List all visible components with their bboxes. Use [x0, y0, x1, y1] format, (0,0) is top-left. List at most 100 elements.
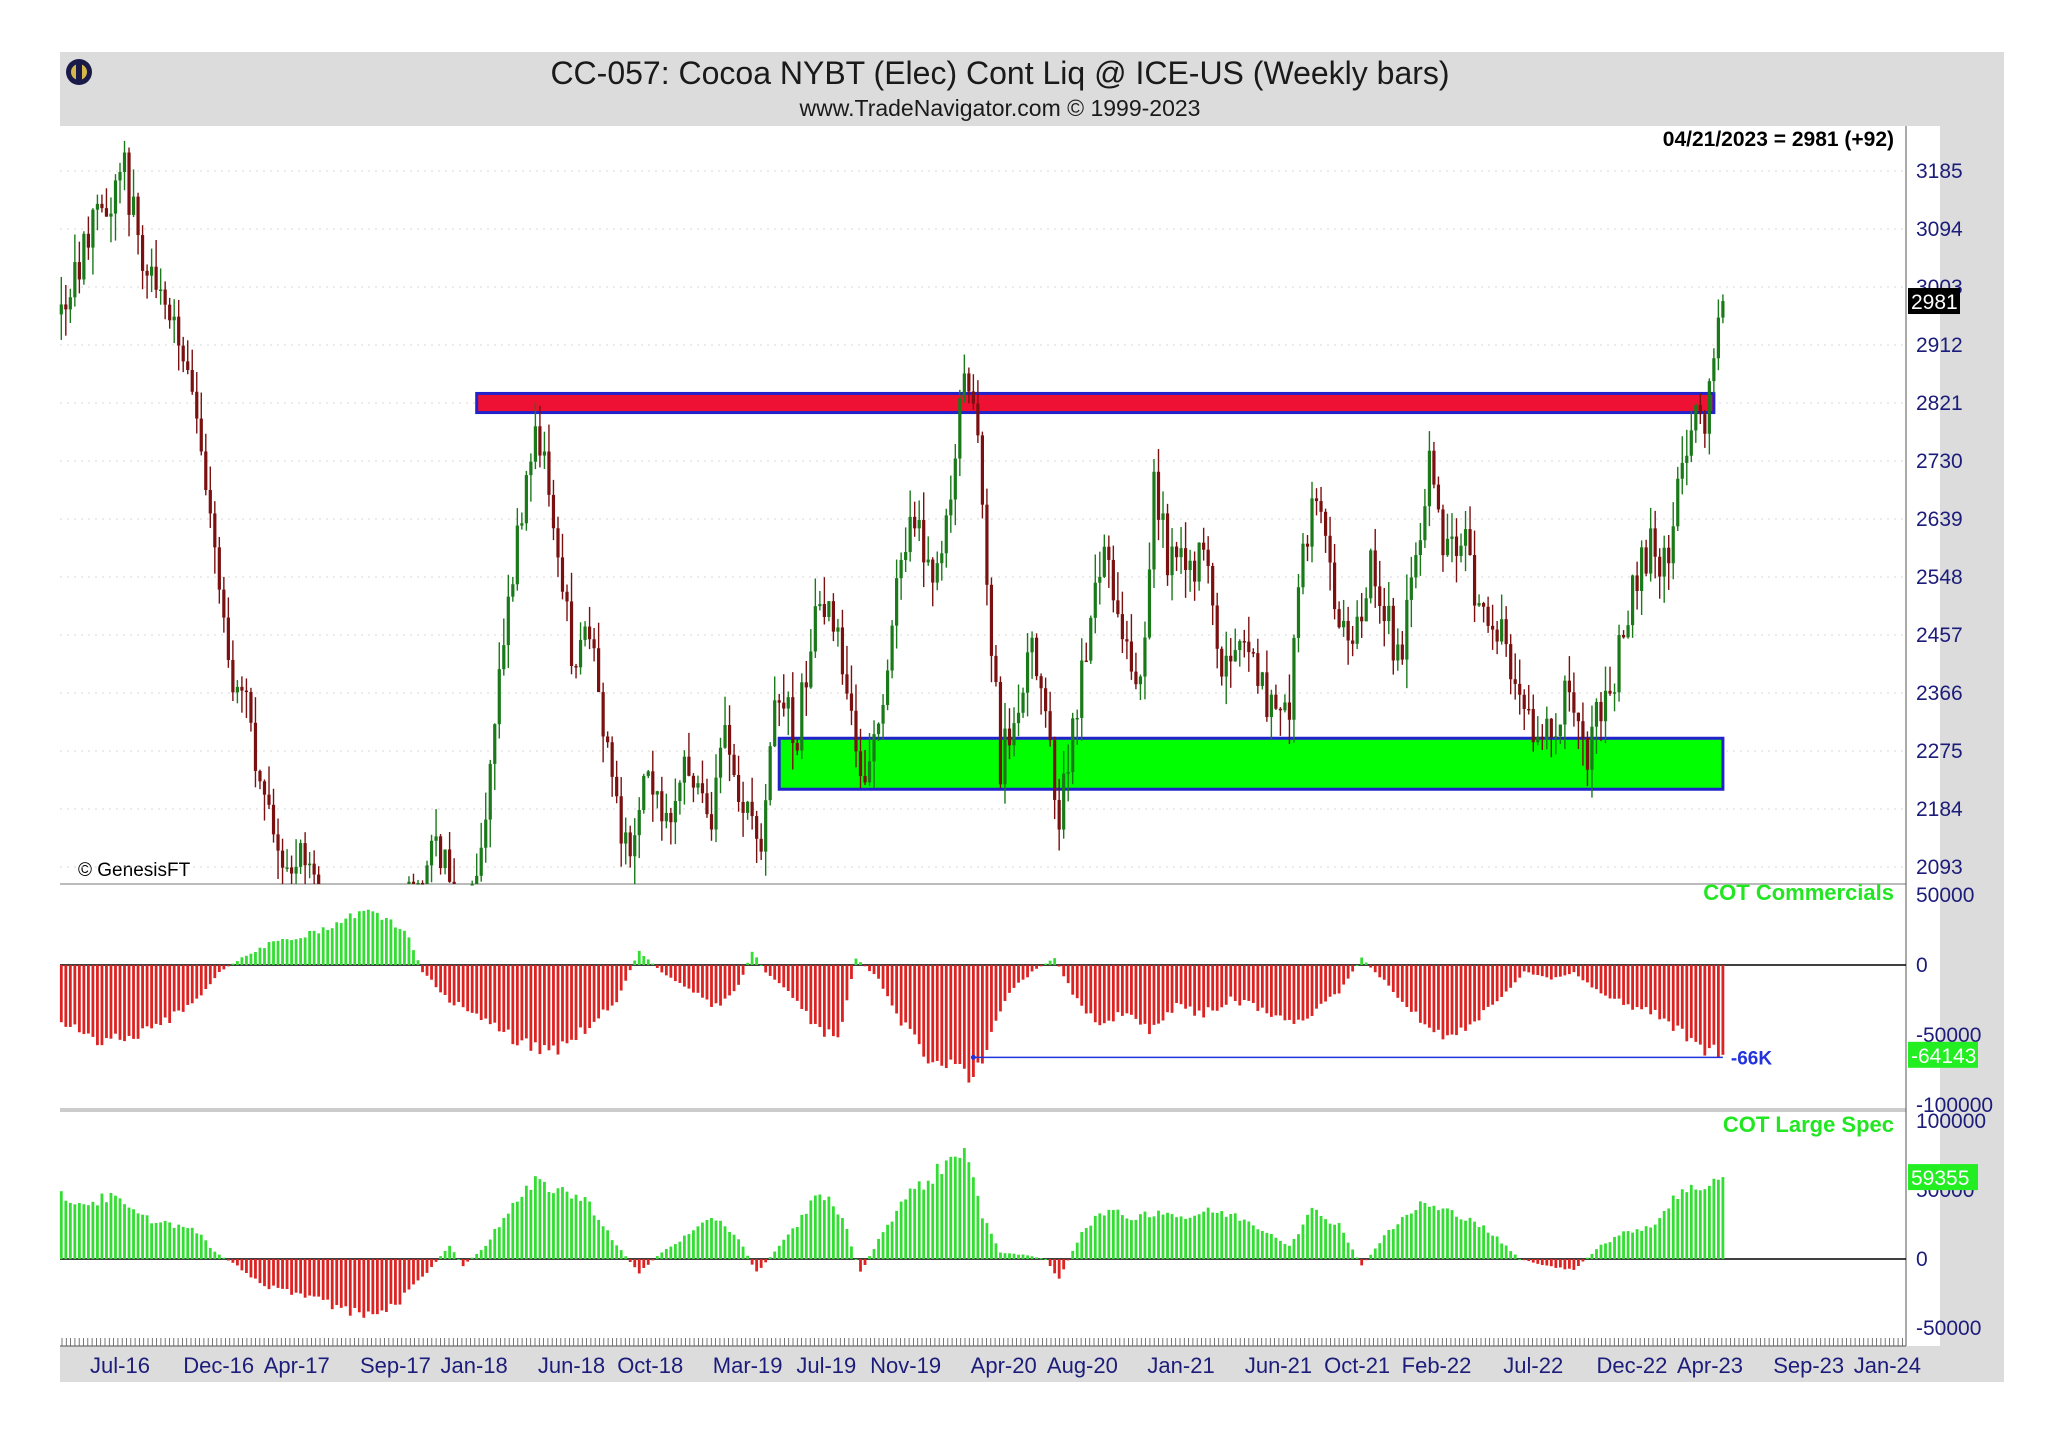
commercials-bar [1567, 965, 1571, 975]
price-bar-body [443, 849, 447, 869]
large-spec-bar [1026, 1255, 1029, 1259]
price-bar-body [533, 426, 537, 462]
commercials-bar [1572, 965, 1576, 973]
large-spec-bar [795, 1226, 799, 1259]
large-spec-bar [931, 1183, 935, 1259]
price-bar-body [709, 814, 714, 830]
commercials-bar [1328, 965, 1332, 997]
commercials-bar [1139, 965, 1142, 1025]
commercials-bar [303, 937, 307, 965]
price-bar-body [642, 775, 646, 810]
commercials-bar [953, 965, 957, 1065]
commercials-bar [1531, 965, 1535, 975]
price-bar-body [867, 761, 872, 783]
price-bar-body [989, 584, 994, 656]
large-spec-bar [1071, 1250, 1075, 1259]
price-bar-body [578, 639, 583, 668]
large-spec-bar [841, 1217, 844, 1259]
commercials-bar [624, 965, 628, 981]
large-spec-bar [1193, 1215, 1197, 1259]
last-price-marker: 2981 [1908, 288, 1960, 315]
large-spec-bar [759, 1259, 763, 1268]
large-spec-bar [1116, 1209, 1120, 1259]
large-spec-bar [1035, 1257, 1038, 1259]
commercials-bar [1279, 965, 1282, 1016]
price-bar-body [926, 559, 930, 563]
price-bar-body [1612, 692, 1617, 694]
price-bar-body [1441, 509, 1445, 556]
commercials-bar [312, 930, 316, 965]
commercials-bar [1292, 965, 1296, 1024]
price-bar-body [104, 208, 109, 217]
price-bar-body [822, 604, 826, 617]
commercials-bar [1017, 965, 1020, 983]
chart-subtitle: www.TradeNavigator.com © 1999-2023 [799, 95, 1201, 121]
large-spec-bar [574, 1194, 578, 1259]
commercials-bar [1459, 965, 1463, 1028]
price-bar-body [899, 559, 903, 579]
price-bar-body [1305, 543, 1310, 547]
large-spec-bar [217, 1254, 221, 1259]
commercials-bar [1066, 965, 1070, 984]
commercials-bar [172, 965, 176, 1012]
price-bar-body [1066, 772, 1070, 774]
price-tick-label: 2639 [1916, 508, 1963, 531]
large-spec-bar [1459, 1219, 1463, 1259]
large-spec-bar [86, 1205, 90, 1259]
commercials-bar [610, 965, 614, 1006]
commercials-bar [217, 965, 221, 973]
large-spec-bar [1604, 1243, 1607, 1259]
commercials-bar [245, 955, 248, 965]
x-tick-label: Apr-20 [971, 1353, 1037, 1378]
large-spec-bar [1418, 1201, 1422, 1259]
price-bar-body [1472, 555, 1477, 606]
price-bar-body [1251, 652, 1255, 654]
large-spec-bar [303, 1259, 307, 1298]
price-bar-body [791, 697, 795, 744]
commercials-bar [1084, 965, 1088, 1014]
commercials-bar [606, 965, 610, 1011]
large-spec-bar [1531, 1259, 1535, 1263]
commercials-bar [1477, 965, 1481, 1021]
price-tick-label: 2457 [1916, 624, 1963, 647]
price-bar-body [1468, 529, 1472, 556]
commercials-bar [1242, 965, 1246, 1000]
large-spec-bar [1211, 1212, 1215, 1259]
large-spec-value-label: 59355 [1911, 1167, 1969, 1190]
commercials-bar [1680, 965, 1684, 1029]
large-spec-bar [732, 1234, 736, 1259]
large-spec-bar [1477, 1227, 1481, 1259]
large-spec-bar [669, 1246, 673, 1259]
commercials-bar [145, 965, 149, 1027]
price-bar-body [818, 604, 822, 607]
price-bar-body [407, 881, 411, 884]
price-bar-body [1278, 708, 1283, 711]
large-spec-bar [1599, 1244, 1603, 1259]
large-spec-bar [1549, 1259, 1553, 1267]
large-spec-bar [344, 1259, 348, 1307]
large-spec-bar [782, 1239, 786, 1259]
commercials-bar [651, 963, 655, 965]
price-bar-body [985, 504, 989, 585]
reference-line-label: -66K [1731, 1048, 1772, 1069]
price-bar-body [86, 233, 90, 248]
large-spec-bar [1369, 1254, 1373, 1259]
commercials-bar [1373, 965, 1377, 973]
commercials-bar [1464, 965, 1467, 1031]
large-spec-bar [1437, 1210, 1440, 1259]
commercials-bar [276, 940, 280, 965]
price-bar-body [998, 681, 1003, 785]
price-bar-body [1319, 501, 1323, 512]
commercials-bar [1450, 965, 1454, 1035]
large-spec-bar [1197, 1214, 1201, 1259]
price-bar-body [949, 499, 953, 516]
price-bar-body [940, 553, 944, 564]
commercials-bar [552, 965, 555, 1046]
price-bar-body [452, 881, 456, 884]
commercials-bar [1310, 965, 1314, 1016]
large-spec-bar [556, 1188, 560, 1259]
price-bar-body [1260, 672, 1264, 686]
commercials-bar [475, 965, 479, 1014]
large-spec-bar [1256, 1229, 1260, 1259]
commercials-bar [750, 951, 754, 965]
